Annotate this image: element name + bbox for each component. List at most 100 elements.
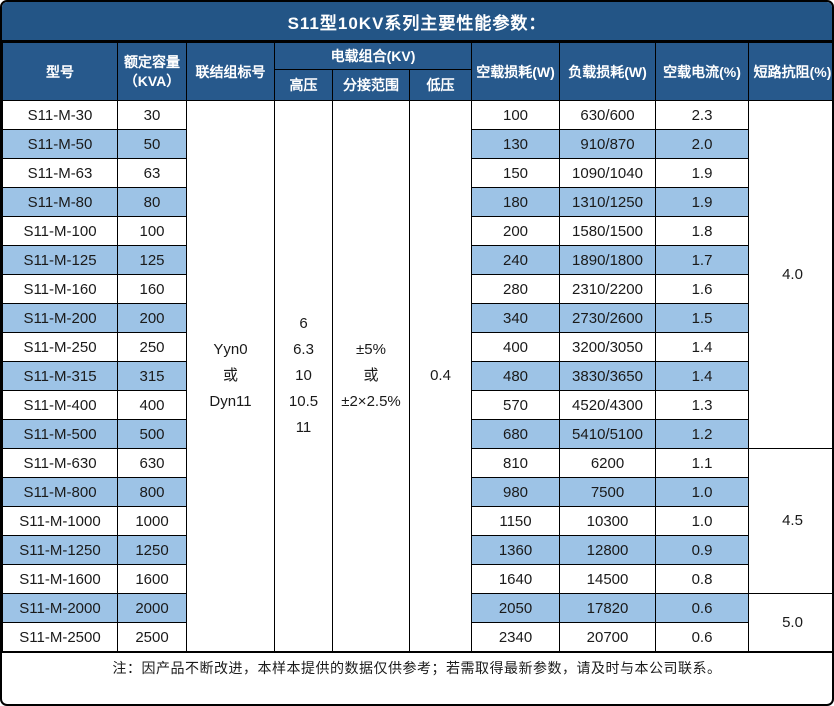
no-load-current-cell: 1.9 xyxy=(655,158,749,188)
kva-cell: 2000 xyxy=(117,593,187,623)
model-cell: S11-M-100 xyxy=(2,216,118,246)
no-load-current-cell: 1.1 xyxy=(655,448,749,478)
load-loss-cell: 3200/3050 xyxy=(559,332,656,362)
model-cell: S11-M-1000 xyxy=(2,506,118,536)
no-load-loss-cell: 340 xyxy=(471,303,560,333)
kva-cell: 50 xyxy=(117,129,187,159)
kva-cell: 1250 xyxy=(117,535,187,565)
model-cell: S11-M-400 xyxy=(2,390,118,420)
load-loss-cell: 17820 xyxy=(559,593,656,623)
no-load-current-cell: 1.4 xyxy=(655,332,749,362)
col-header-tap: 分接范围 xyxy=(332,69,410,101)
no-load-loss-cell: 1640 xyxy=(471,564,560,594)
footer-note: 注：因产品不断改进，本样本提供的数据仅供参考；若需取得最新参数，请及时与本公司联… xyxy=(2,652,832,683)
no-load-loss-cell: 570 xyxy=(471,390,560,420)
model-cell: S11-M-125 xyxy=(2,245,118,275)
kva-cell: 100 xyxy=(117,216,187,246)
table-row: S11-M-500 500 680 5410/5100 1.2 xyxy=(2,419,833,449)
kva-cell: 400 xyxy=(117,390,187,420)
table-row: S11-M-200 200 340 2730/2600 1.5 xyxy=(2,303,833,333)
connection-group-cell: Yyn0 或 Dyn11 xyxy=(186,100,275,652)
tap-range-cell: ±5% 或 ±2×2.5% xyxy=(332,100,410,652)
col-header-load-loss: 负载损耗(W) xyxy=(559,42,656,101)
kva-cell: 1600 xyxy=(117,564,187,594)
col-header-no-load-loss: 空载损耗(W) xyxy=(471,42,560,101)
no-load-loss-cell: 150 xyxy=(471,158,560,188)
model-cell: S11-M-1600 xyxy=(2,564,118,594)
no-load-current-cell: 1.6 xyxy=(655,274,749,304)
table-row: S11-M-160 160 280 2310/2200 1.6 xyxy=(2,274,833,304)
no-load-current-cell: 1.7 xyxy=(655,245,749,275)
load-loss-cell: 14500 xyxy=(559,564,656,594)
load-loss-cell: 630/600 xyxy=(559,100,656,130)
no-load-current-cell: 0.6 xyxy=(655,593,749,623)
table-row: S11-M-63 63 150 1090/1040 1.9 xyxy=(2,158,833,188)
col-header-capacity-line2: （KVA） xyxy=(123,72,181,89)
kva-cell: 630 xyxy=(117,448,187,478)
impedance-cell: 4.0 xyxy=(748,100,832,449)
spec-table: 型号 额定容量 （KVA） 联结组标号 电载组合(KV) 空载损耗(W) 负载损… xyxy=(2,42,833,652)
no-load-current-cell: 0.8 xyxy=(655,564,749,594)
no-load-loss-cell: 400 xyxy=(471,332,560,362)
model-cell: S11-M-630 xyxy=(2,448,118,478)
table-row: S11-M-2500 2500 2340 20700 0.6 xyxy=(2,622,833,652)
kva-cell: 2500 xyxy=(117,622,187,652)
load-loss-cell: 20700 xyxy=(559,622,656,652)
model-cell: S11-M-30 xyxy=(2,100,118,130)
table-row: S11-M-100 100 200 1580/1500 1.8 xyxy=(2,216,833,246)
no-load-loss-cell: 200 xyxy=(471,216,560,246)
table-row: S11-M-1600 1600 1640 14500 0.8 xyxy=(2,564,833,594)
no-load-loss-cell: 180 xyxy=(471,187,560,217)
high-voltage-cell: 6 6.3 10 10.5 11 xyxy=(274,100,333,652)
kva-cell: 500 xyxy=(117,419,187,449)
table-row: S11-M-50 50 130 910/870 2.0 xyxy=(2,129,833,159)
table-body: S11-M-30 30 Yyn0 或 Dyn11 6 6.3 10 10.5 11 ±5% 或 ±2×2… xyxy=(2,100,833,652)
no-load-current-cell: 1.4 xyxy=(655,361,749,391)
load-loss-cell: 1890/1800 xyxy=(559,245,656,275)
model-cell: S11-M-200 xyxy=(2,303,118,333)
no-load-loss-cell: 2050 xyxy=(471,593,560,623)
load-loss-cell: 7500 xyxy=(559,477,656,507)
table-row: S11-M-315 315 480 3830/3650 1.4 xyxy=(2,361,833,391)
no-load-loss-cell: 240 xyxy=(471,245,560,275)
no-load-loss-cell: 1360 xyxy=(471,535,560,565)
table-title: S11型10KV系列主要性能参数： xyxy=(2,2,832,42)
table-row: S11-M-400 400 570 4520/4300 1.3 xyxy=(2,390,833,420)
kva-cell: 63 xyxy=(117,158,187,188)
table-row: S11-M-1250 1250 1360 12800 0.9 xyxy=(2,535,833,565)
header-row-1: 型号 额定容量 （KVA） 联结组标号 电载组合(KV) 空载损耗(W) 负载损… xyxy=(2,42,832,101)
kva-cell: 30 xyxy=(117,100,187,130)
no-load-loss-cell: 130 xyxy=(471,129,560,159)
no-load-loss-cell: 810 xyxy=(471,448,560,478)
kva-cell: 250 xyxy=(117,332,187,362)
model-cell: S11-M-1250 xyxy=(2,535,118,565)
kva-cell: 125 xyxy=(117,245,187,275)
col-header-lv: 低压 xyxy=(409,69,472,101)
no-load-current-cell: 1.2 xyxy=(655,419,749,449)
no-load-current-cell: 1.0 xyxy=(655,477,749,507)
load-loss-cell: 1310/1250 xyxy=(559,187,656,217)
load-loss-cell: 3830/3650 xyxy=(559,361,656,391)
no-load-loss-cell: 280 xyxy=(471,274,560,304)
load-loss-cell: 10300 xyxy=(559,506,656,536)
col-header-capacity-line1: 额定容量 xyxy=(124,54,180,71)
load-loss-cell: 2730/2600 xyxy=(559,303,656,333)
no-load-loss-cell: 100 xyxy=(471,100,560,130)
model-cell: S11-M-160 xyxy=(2,274,118,304)
load-loss-cell: 1580/1500 xyxy=(559,216,656,246)
no-load-current-cell: 2.0 xyxy=(655,129,749,159)
col-header-load-group: 电载组合(KV) xyxy=(274,42,472,70)
load-loss-cell: 6200 xyxy=(559,448,656,478)
model-cell: S11-M-80 xyxy=(2,187,118,217)
load-loss-cell: 2310/2200 xyxy=(559,274,656,304)
no-load-current-cell: 0.6 xyxy=(655,622,749,652)
load-loss-cell: 12800 xyxy=(559,535,656,565)
model-cell: S11-M-800 xyxy=(2,477,118,507)
load-loss-cell: 910/870 xyxy=(559,129,656,159)
no-load-current-cell: 1.0 xyxy=(655,506,749,536)
no-load-loss-cell: 480 xyxy=(471,361,560,391)
table-row: S11-M-80 80 180 1310/1250 1.9 xyxy=(2,187,833,217)
load-loss-cell: 4520/4300 xyxy=(559,390,656,420)
table-row: S11-M-125 125 240 1890/1800 1.7 xyxy=(2,245,833,275)
